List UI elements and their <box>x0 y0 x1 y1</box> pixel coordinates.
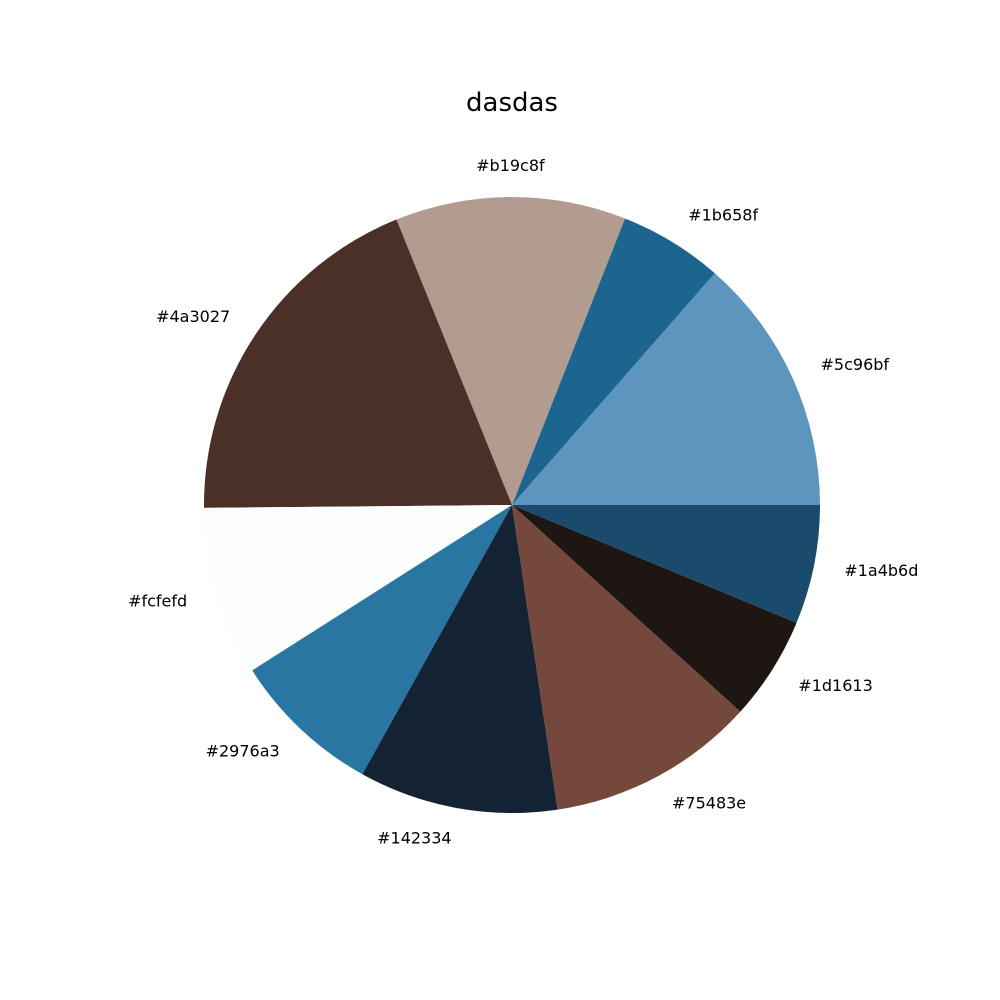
pie-slice-4 <box>204 505 512 671</box>
pie-slice-8 <box>512 505 797 712</box>
chart-title: dasdas <box>466 88 558 118</box>
pie-slice-label-6: #142334 <box>377 828 451 847</box>
pie-slice-label-7: #75483e <box>672 794 746 813</box>
pie-slice-label-2: #b19c8f <box>476 156 545 175</box>
pie-slice-label-0: #5c96bf <box>821 355 890 374</box>
pie-slice-label-8: #1d1613 <box>798 676 872 695</box>
pie-slice-0 <box>512 273 820 505</box>
pie-slice-label-4: #fcfefd <box>128 591 187 610</box>
pie-slice-5 <box>252 505 512 775</box>
pie-slice-label-5: #2976a3 <box>206 742 280 761</box>
pie-slice-label-3: #4a3027 <box>156 307 230 326</box>
pie-labels: #5c96bf #1b658f #b19c8f #4a3027 #fcfefd #2976… <box>128 156 918 847</box>
pie-slice-2 <box>396 197 625 505</box>
pie-slice-label-9: #1a4b6d <box>844 561 918 580</box>
pie-slice-3 <box>203 219 512 508</box>
pie-slice-9 <box>512 505 820 623</box>
pie-slice-label-1: #1b658f <box>688 206 758 225</box>
pie-slice-7 <box>512 505 741 810</box>
pie-slice-1 <box>512 218 715 505</box>
pie-slice-6 <box>362 505 558 813</box>
pie-slices <box>203 197 820 813</box>
